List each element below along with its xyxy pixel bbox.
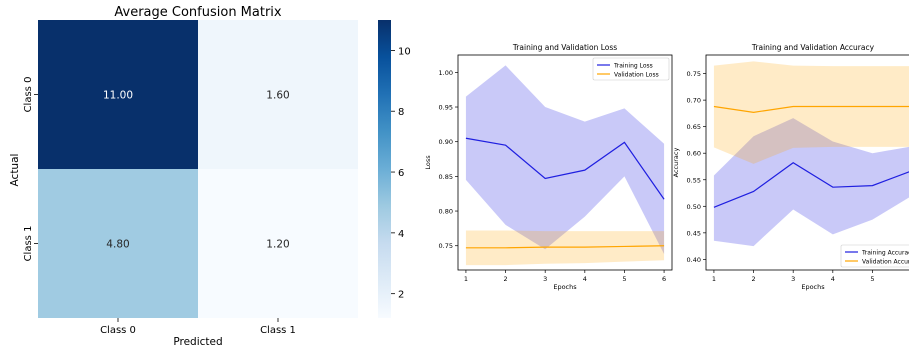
cm-ytick-label: Class 1 (23, 226, 34, 262)
chart-title: Training and Validation Loss (512, 43, 617, 52)
cm-cell (198, 20, 358, 169)
colorbar-tick-label: 10 (398, 46, 411, 57)
cm-xlabel: Predicted (173, 336, 222, 347)
ytick-label: 0.70 (687, 97, 701, 105)
x-axis-label: Epochs (801, 283, 825, 291)
ytick-label: 0.45 (687, 229, 701, 237)
cm-ylabel: Actual (9, 154, 21, 187)
ytick-label: 0.55 (687, 176, 701, 184)
ytick-label: 0.80 (439, 208, 453, 216)
xtick-label: 4 (583, 275, 587, 283)
ytick-label: 0.50 (687, 203, 701, 211)
y-axis-label: Accuracy (672, 148, 680, 178)
xtick-label: 3 (543, 275, 547, 283)
plot-area (465, 65, 665, 266)
ytick-label: 0.75 (439, 242, 453, 250)
colorbar-tick-label: 2 (398, 290, 404, 301)
legend: Training Loss Validation Loss (592, 57, 670, 81)
training-accuracy-line (713, 162, 909, 208)
cm-ytick-label: Class 0 (23, 77, 34, 113)
colorbar-tick-label: 8 (398, 107, 404, 118)
training-loss-band (465, 65, 665, 255)
cm-cell-label: 11.00 (103, 90, 133, 102)
ytick-label: 0.90 (439, 138, 453, 146)
legend-label: Validation Loss (614, 71, 659, 78)
validation-accuracy-line (713, 105, 909, 113)
xtick-label: 2 (751, 275, 755, 283)
cm-cell-label: 4.80 (106, 239, 129, 251)
ytick-label: 0.60 (687, 150, 701, 158)
cm-cell (38, 20, 198, 169)
cm-title: Average Confusion Matrix (114, 5, 282, 20)
cm-cell (198, 169, 358, 318)
validation-accuracy-band (713, 61, 909, 164)
ytick-label: 0.40 (687, 256, 701, 264)
legend: Training Accuracy Validation Accuracy (840, 244, 909, 268)
training-loss-line (465, 137, 665, 200)
ytick-label: 0.95 (439, 104, 453, 112)
legend-label: Validation Accuracy (862, 258, 909, 265)
cm-cell-label: 1.60 (266, 90, 289, 102)
xtick-label: 2 (503, 275, 507, 283)
validation-loss-line (465, 245, 665, 249)
training-accuracy-band (713, 118, 909, 247)
legend-box (592, 57, 670, 81)
chart-title: Training and Validation Accuracy (751, 43, 875, 52)
plot-frame (705, 54, 909, 271)
xtick-label: 5 (870, 275, 874, 283)
ytick-label: 1.00 (439, 69, 453, 77)
plot-frame (457, 54, 673, 271)
colorbar-tick-label: 6 (398, 168, 404, 179)
legend-box (840, 244, 909, 268)
accuracy-chart-panel: 1234560.400.450.500.550.600.650.700.75Tr… (672, 43, 909, 291)
legend-label: Training Loss (613, 62, 653, 69)
xtick-label: 4 (831, 275, 835, 283)
xtick-label: 1 (712, 275, 716, 283)
x-axis-label: Epochs (553, 283, 577, 291)
legend-label: Training Accuracy (861, 249, 909, 256)
xtick-label: 3 (791, 275, 795, 283)
xtick-label: 1 (464, 275, 468, 283)
ytick-label: 0.75 (687, 70, 701, 78)
ytick-label: 0.85 (439, 173, 453, 181)
colorbar (378, 20, 391, 318)
ytick-label: 0.65 (687, 123, 701, 131)
cm-xtick-label: Class 1 (260, 325, 296, 336)
xtick-label: 6 (662, 275, 666, 283)
validation-loss-band (465, 230, 665, 266)
cm-cell-label: 1.20 (266, 239, 289, 251)
cm-cell (38, 169, 198, 318)
cm-xtick-label: Class 0 (100, 325, 136, 336)
loss-chart-panel: 1 2 3 4 5 6 0.75 0.80 0.85 0.90 0.95 1.00 Training a… (424, 43, 673, 291)
y-axis-label: Loss (424, 155, 432, 170)
xtick-label: 5 (622, 275, 626, 283)
plot-area (713, 61, 909, 247)
colorbar-tick-label: 4 (398, 229, 404, 240)
confusion-matrix-panel: Average Confusion Matrix 11.00 1.60 4.80 1.… (9, 5, 411, 347)
